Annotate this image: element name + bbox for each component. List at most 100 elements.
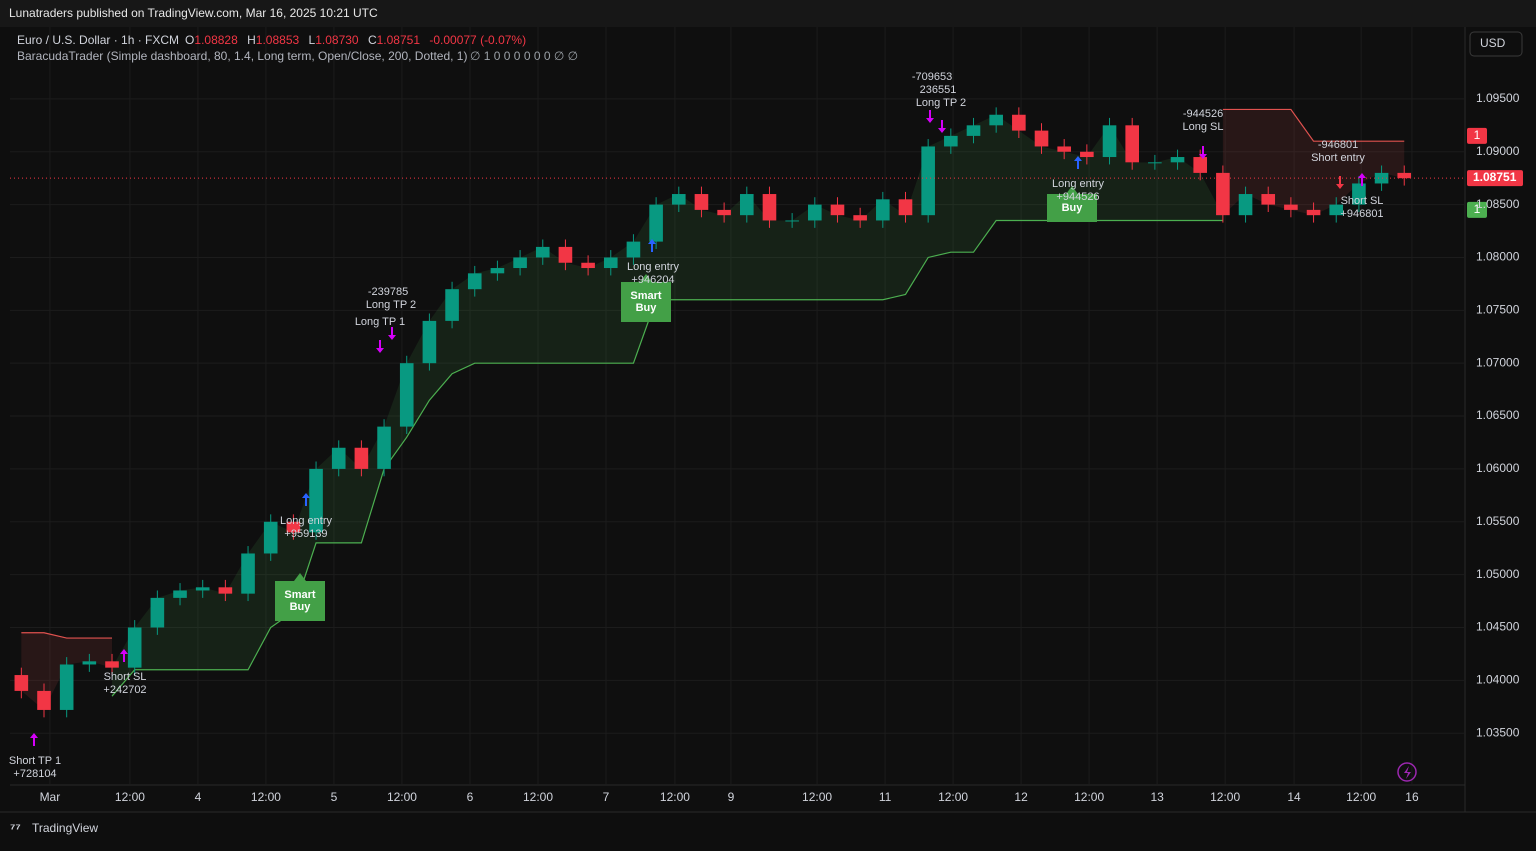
annotation: Long TP 1 [355, 316, 405, 328]
annotation: Long TP 2 [916, 97, 966, 109]
currency: USD [1480, 36, 1506, 50]
plot-area [10, 27, 1465, 812]
candle-body [558, 246, 573, 263]
candle-body [626, 241, 641, 258]
x-tick-label: 11 [879, 790, 892, 804]
candle-body [898, 199, 913, 216]
candle-body [739, 194, 754, 216]
o-label: O [185, 33, 194, 47]
candle-body [944, 135, 958, 147]
signal-arrow [1336, 176, 1344, 189]
candle-body [694, 194, 709, 210]
candle-body [717, 209, 731, 216]
alert-bolt [1404, 766, 1411, 779]
candle-body [876, 199, 890, 221]
band-area [112, 114, 1223, 697]
candle-body [195, 587, 210, 591]
candle-body [1102, 125, 1117, 158]
candle-body [14, 675, 29, 691]
x-tick-label: 12:00 [523, 790, 553, 804]
signal-arrow [376, 340, 384, 353]
level-tag-label: 1 [1474, 202, 1481, 216]
signal-arrow [1074, 156, 1082, 169]
x-tick-label: 4 [195, 790, 202, 804]
signal-box [1047, 186, 1097, 222]
candle-body [467, 273, 482, 290]
candle-body [1284, 204, 1298, 210]
annotation: Long TP 2 [366, 299, 416, 311]
candle-body [671, 194, 686, 205]
signal-arrow [648, 239, 656, 252]
change: -0.00077 (-0.07%) [429, 33, 526, 47]
candle-body [966, 125, 981, 136]
signal-arrow [926, 110, 934, 123]
candle-body [354, 447, 369, 469]
x-tick-label: Mar [40, 790, 61, 804]
h-value: 1.08853 [256, 33, 300, 47]
candle-body [1329, 204, 1344, 216]
annotation: +944526 [1056, 191, 1099, 203]
annotation: Long entry [280, 515, 332, 527]
annotation: +946801 [1340, 208, 1383, 220]
annotation: Short TP 1 [9, 755, 61, 767]
indicator-name: BaracudaTrader (Simple dashboard, 80, 1.… [17, 49, 467, 63]
candle-body [1238, 194, 1253, 216]
level-tag [1467, 127, 1487, 144]
candle-body [808, 204, 822, 221]
annotation: +728104 [13, 768, 56, 780]
x-tick-label: 12 [1014, 790, 1028, 804]
level-tag-label: 1 [1474, 128, 1481, 142]
candle-body [1261, 194, 1276, 205]
alert-icon[interactable] [1397, 762, 1417, 782]
y-tick-label: 1.07000 [1476, 355, 1520, 369]
candle-body [309, 468, 323, 533]
signal-box [275, 573, 325, 621]
x-tick-label: 16 [1405, 790, 1419, 804]
annotation: Long entry [1052, 178, 1104, 190]
l-value: 1.08730 [315, 33, 359, 47]
x-tick-label: 9 [728, 790, 735, 804]
signal-text: Buy [1062, 202, 1084, 214]
candle-body [1397, 172, 1412, 179]
candle-body [1148, 162, 1162, 164]
candle-body [422, 320, 437, 364]
candle-body [1034, 130, 1049, 147]
candle-body [1012, 114, 1026, 131]
top-bar [0, 0, 1536, 27]
c-label: C [368, 33, 377, 47]
candle-body [82, 661, 97, 665]
candle-body [1306, 209, 1321, 216]
signal-text: Smart [284, 589, 316, 601]
annotation: Short entry [1311, 152, 1365, 164]
y-tick-label: 1.06000 [1476, 461, 1520, 475]
candle-body [535, 246, 550, 258]
c-value: 1.08751 [377, 33, 421, 47]
x-tick-label: 12:00 [1210, 790, 1240, 804]
x-tick-label: 12:00 [802, 790, 832, 804]
candle-body [1170, 157, 1185, 163]
candle-body [263, 521, 278, 554]
candle-body [853, 215, 867, 221]
signal-text: Smart [630, 290, 662, 302]
annotation: -944526 [1183, 108, 1223, 120]
x-tick-label: 7 [603, 790, 610, 804]
l-label: L [309, 33, 316, 47]
last-price-label: 1.08751 [1473, 170, 1517, 184]
signal-box [621, 274, 671, 322]
h-label: H [247, 33, 256, 47]
candle-body [127, 627, 142, 668]
x-tick-label: 12:00 [938, 790, 968, 804]
candle-body [1193, 157, 1208, 173]
annotation: +242702 [103, 684, 146, 696]
signal-arrow [120, 649, 128, 662]
currency-button[interactable] [1469, 31, 1523, 57]
signal-text: Buy [636, 302, 658, 314]
candle-body [490, 268, 505, 274]
x-tick-label: 12:00 [115, 790, 145, 804]
signal-text: Buy [290, 601, 312, 613]
y-tick-label: 1.07500 [1476, 302, 1520, 316]
x-tick-label: 12:00 [251, 790, 281, 804]
signal-arrow [302, 493, 310, 506]
symbol-name: Euro / U.S. Dollar · 1h · FXCM [17, 33, 179, 47]
